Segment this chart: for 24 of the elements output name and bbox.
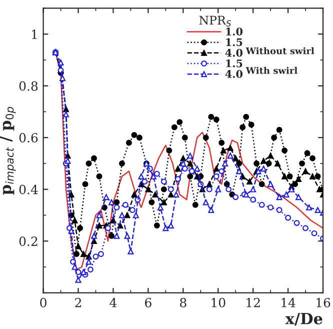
legend-title: NPR$_{S}$ [199, 16, 231, 27]
x-tick-label: 12 [246, 298, 260, 308]
x-axis-title: x/De [285, 313, 322, 326]
y-tick-label: 0.4 [19, 184, 38, 194]
x-tick-label: 8 [180, 298, 186, 308]
legend-label: 1.5 [226, 59, 242, 68]
y-tick-label: 0.2 [19, 236, 38, 246]
x-tick-label: 16 [316, 298, 330, 308]
legend-label: 1.5 [226, 38, 242, 46]
y-tick-label: 0.8 [19, 81, 38, 91]
x-tick-label: 4 [110, 298, 117, 308]
y-axis-title: p$_{impact}$ / p$_{0p}$ [0, 106, 16, 195]
x-tick-label: 6 [145, 298, 152, 308]
x-tick-label: 10 [212, 298, 226, 308]
annotation: Without swirl [246, 47, 314, 54]
x-tick-label: 14 [282, 298, 296, 308]
legend-label: 4.0 [225, 48, 243, 57]
legend-label: 4.0 [225, 70, 243, 78]
annotation: With swirl [246, 66, 298, 74]
legend-label: 1.0 [226, 28, 243, 36]
x-tick-label: 2 [75, 298, 82, 308]
y-tick-label: 1 [32, 30, 37, 39]
y-tick-label: 0.6 [19, 133, 38, 143]
x-tick-label: 0 [40, 298, 46, 308]
